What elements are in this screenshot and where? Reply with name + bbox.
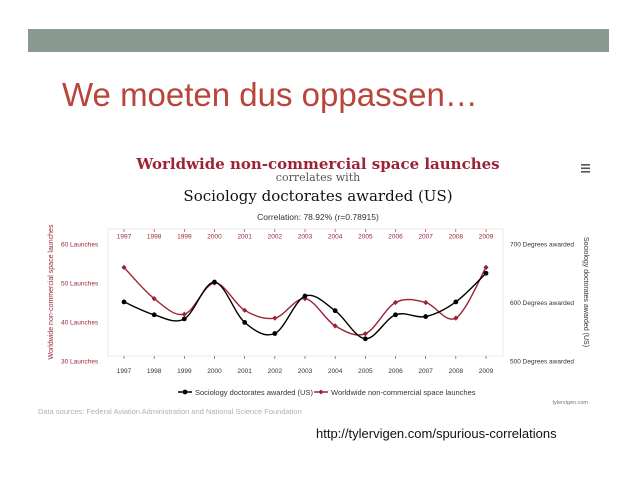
legend-label-space-launches: Worldwide non-commercial space launches: [331, 388, 476, 397]
bottom-year-label: 1999: [177, 368, 192, 375]
top-year-label: 2007: [418, 234, 433, 241]
data-point[interactable]: [392, 299, 399, 306]
data-point[interactable]: [423, 299, 429, 306]
top-band: [28, 29, 609, 52]
bottom-year-label: 1997: [117, 368, 132, 375]
top-year-label: 2002: [268, 234, 283, 241]
data-point[interactable]: [181, 316, 187, 322]
bottom-year-label: 2008: [449, 368, 464, 375]
slide-title: We moeten dus oppassen…: [62, 76, 478, 113]
top-year-label: 2005: [358, 234, 373, 241]
bottom-year-label: 2000: [207, 368, 222, 375]
bottom-year-label: 2007: [418, 368, 433, 375]
right-axis-tick-label: 500 Degrees awarded: [510, 359, 574, 366]
correlation-label: Correlation: 78.92% (r=0.78915): [257, 212, 379, 222]
top-year-label: 2008: [449, 234, 464, 241]
data-point[interactable]: [151, 312, 157, 318]
data-sources-note: Data sources: Federal Aviation Administr…: [38, 407, 302, 416]
left-axis-label: Worldwide non-commercial space launches: [48, 224, 55, 359]
left-axis-tick-label: 30 Launches: [61, 359, 99, 366]
source-url[interactable]: http://tylervigen.com/spurious-correlati…: [316, 426, 557, 441]
chart-title-secondary: Sociology doctorates awarded (US): [183, 187, 452, 205]
top-year-label: 2009: [479, 234, 494, 241]
data-point[interactable]: [242, 307, 248, 313]
top-year-label: 1997: [117, 234, 132, 241]
chart-legend[interactable]: Sociology doctorates awarded (US) Worldw…: [178, 388, 476, 397]
data-point[interactable]: [332, 308, 338, 314]
bottom-year-label: 2002: [268, 368, 283, 375]
data-point[interactable]: [483, 270, 489, 276]
data-point[interactable]: [362, 331, 368, 337]
left-axis-tick-label: 50 Launches: [61, 281, 99, 288]
right-axis-tick-label: 700 Degrees awarded: [510, 242, 574, 249]
top-year-label: 2006: [388, 234, 403, 241]
data-point[interactable]: [453, 299, 459, 305]
bottom-year-label: 2001: [237, 368, 252, 375]
bottom-year-label: 1998: [147, 368, 162, 375]
top-year-ticks: 1997 1998 1999 2000 2001 2002 2003 2004 2005 2006…: [117, 229, 494, 241]
legend-label-sociology: Sociology doctorates awarded (US): [195, 388, 313, 397]
data-point[interactable]: [242, 319, 248, 325]
watermark: tylervigen.com: [553, 400, 589, 406]
data-point[interactable]: [121, 299, 127, 305]
data-point[interactable]: [212, 279, 217, 285]
chart-panel: Worldwide non-commercial space launches …: [30, 140, 608, 425]
left-axis-tick-label: 40 Launches: [61, 320, 99, 327]
data-point[interactable]: [181, 311, 187, 317]
plot-area-frame: [107, 228, 504, 357]
top-year-label: 2003: [298, 234, 313, 241]
top-year-label: 1999: [177, 234, 192, 241]
left-axis-tick-label: 60 Launches: [61, 242, 99, 249]
chart-subtitle: correlates with: [276, 171, 360, 184]
chart-title: Worldwide non-commercial space launches: [135, 155, 499, 173]
right-axis-label: Sociology doctorates awarded (US): [582, 237, 589, 347]
top-year-label: 2004: [328, 234, 343, 241]
top-year-label: 2001: [237, 234, 252, 241]
bottom-year-label: 2009: [479, 368, 494, 375]
bottom-year-ticks: 1997 1998 1999 2000 2001 2002 2003 2004 2005 2006…: [117, 356, 494, 375]
spurious-correlation-chart: Worldwide non-commercial space launches …: [38, 155, 592, 416]
right-axis-tick-label: 600 Degrees awarded: [510, 300, 574, 307]
hamburger-menu-icon[interactable]: [578, 161, 592, 175]
series-sociology-doctorates: [121, 270, 489, 342]
data-point[interactable]: [272, 331, 278, 336]
data-point[interactable]: [302, 293, 308, 299]
top-year-label: 1998: [147, 234, 162, 241]
bottom-year-label: 2006: [388, 368, 403, 375]
right-axis-ticks: 500 Degrees awarded 600 Degrees awarded 70…: [510, 242, 574, 366]
bottom-year-label: 2005: [358, 368, 373, 375]
data-point[interactable]: [423, 314, 429, 319]
left-axis-ticks: 30 Launches 40 Launches 50 Launches 60 Laun…: [61, 242, 99, 366]
bottom-year-label: 2003: [298, 368, 313, 375]
series-layer: [121, 264, 489, 342]
data-point[interactable]: [393, 312, 398, 318]
data-point[interactable]: [362, 336, 368, 342]
top-year-label: 2000: [207, 234, 222, 241]
bottom-year-label: 2004: [328, 368, 343, 375]
